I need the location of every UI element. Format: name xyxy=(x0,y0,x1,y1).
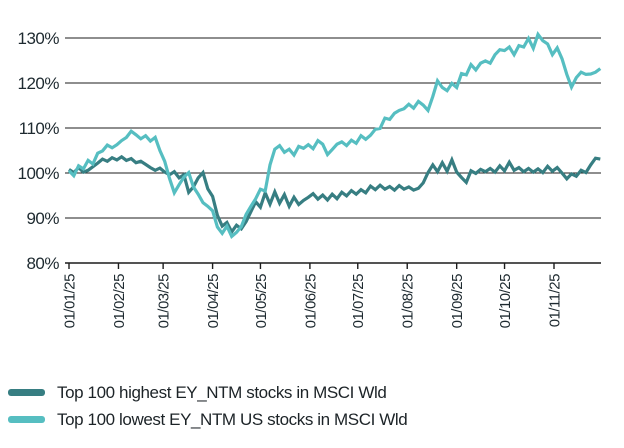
x-tick-label: 01/10/25 xyxy=(497,274,514,329)
x-tick-label: 01/08/25 xyxy=(400,274,417,329)
x-tick-label: 01/02/25 xyxy=(111,274,128,329)
legend-item-lowest: Top 100 lowest EY_NTM US stocks in MSCI … xyxy=(8,406,408,433)
y-tick-label: 80% xyxy=(26,254,59,273)
x-tick-label: 01/04/25 xyxy=(205,274,222,329)
legend-label-lowest: Top 100 lowest EY_NTM US stocks in MSCI … xyxy=(57,409,408,429)
series-line-lowest-ey-ntm xyxy=(67,31,602,239)
x-tick-label: 01/11/25 xyxy=(546,274,563,327)
legend-label-highest: Top 100 highest EY_NTM stocks in MSCI Wl… xyxy=(57,382,387,402)
y-tick-label: 90% xyxy=(26,209,59,228)
legend-item-highest: Top 100 highest EY_NTM stocks in MSCI Wl… xyxy=(8,379,407,406)
x-tick-label: 01/09/25 xyxy=(449,274,466,329)
series-line-highest-ey-ntm xyxy=(68,154,601,235)
y-tick-label: 130% xyxy=(18,29,60,48)
x-tick-label: 01/07/25 xyxy=(350,274,367,329)
legend-swatch-lowest-icon xyxy=(8,416,45,423)
legend: Top 100 highest EY_NTM stocks in MSCI Wl… xyxy=(8,379,408,433)
y-tick-label: 110% xyxy=(19,119,60,138)
chart-canvas: 01/01/25 01/02/25 01/03/25 01/04/25 01/05/25… xyxy=(18,29,602,329)
y-tick-label: 120% xyxy=(18,74,60,93)
x-tick-label: 01/03/25 xyxy=(156,274,173,329)
x-tick-label: 01/06/25 xyxy=(302,274,319,329)
y-tick-label: 100% xyxy=(18,164,60,183)
legend-swatch-highest-icon xyxy=(8,389,45,396)
x-tick-label: 01/01/25 xyxy=(61,274,78,329)
x-tick-label: 01/05/25 xyxy=(253,274,270,329)
